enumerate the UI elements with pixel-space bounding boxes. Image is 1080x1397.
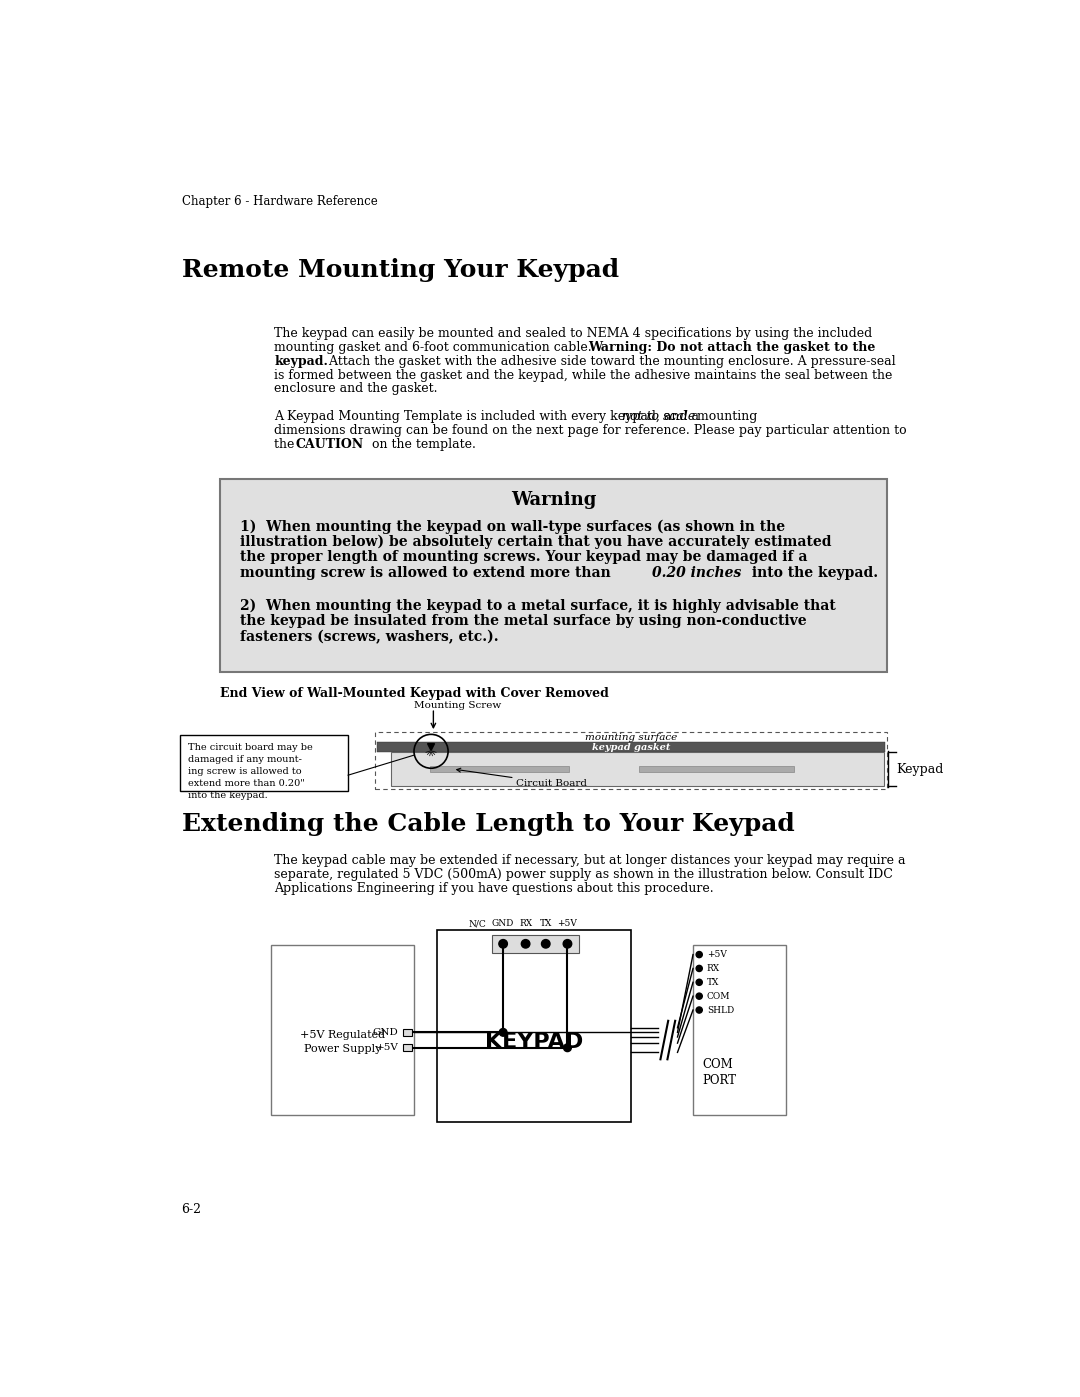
Text: mounting gasket and 6-foot communication cable.: mounting gasket and 6-foot communication… <box>274 341 596 353</box>
Circle shape <box>499 1028 507 1037</box>
Circle shape <box>697 965 702 971</box>
Text: Applications Engineering if you have questions about this procedure.: Applications Engineering if you have que… <box>274 882 714 895</box>
Circle shape <box>697 979 702 985</box>
Bar <box>693 946 786 1115</box>
Text: Attach the gasket with the adhesive side toward the mounting enclosure. A pressu: Attach the gasket with the adhesive side… <box>321 355 895 367</box>
Circle shape <box>499 940 508 949</box>
Circle shape <box>499 937 508 947</box>
Text: separate, regulated 5 VDC (500mA) power supply as shown in the illustration belo: separate, regulated 5 VDC (500mA) power … <box>274 869 893 882</box>
Text: GND: GND <box>373 1028 399 1037</box>
Text: on the template.: on the template. <box>367 437 475 451</box>
Bar <box>437 930 631 1122</box>
Circle shape <box>563 937 571 947</box>
Text: The keypad can easily be mounted and sealed to NEMA 4 specifications by using th: The keypad can easily be mounted and sea… <box>274 327 873 339</box>
Bar <box>391 752 883 787</box>
Text: mounting surface: mounting surface <box>585 733 677 742</box>
Text: The keypad cable may be extended if necessary, but at longer distances your keyp: The keypad cable may be extended if nece… <box>274 855 906 868</box>
Text: not to scale: not to scale <box>622 411 694 423</box>
Bar <box>638 767 794 771</box>
Text: keypad.: keypad. <box>274 355 328 367</box>
Text: illustration below) be absolutely certain that you have accurately estimated: illustration below) be absolutely certai… <box>240 535 832 549</box>
Bar <box>375 732 887 789</box>
Text: enclosure and the gasket.: enclosure and the gasket. <box>274 383 438 395</box>
Text: the: the <box>274 437 299 451</box>
Text: +5V: +5V <box>557 919 578 929</box>
Bar <box>271 946 414 1115</box>
Circle shape <box>522 940 530 949</box>
Bar <box>403 1028 413 1035</box>
Text: Extending the Cable Length to Your Keypad: Extending the Cable Length to Your Keypa… <box>181 812 794 837</box>
Text: COM
PORT: COM PORT <box>702 1058 737 1087</box>
Text: keypad gasket: keypad gasket <box>592 743 671 752</box>
Circle shape <box>541 940 550 949</box>
Text: is formed between the gasket and the keypad, while the adhesive maintains the se: is formed between the gasket and the key… <box>274 369 893 381</box>
Text: SHLD: SHLD <box>707 1006 734 1014</box>
Text: mounting screw is allowed to extend more than: mounting screw is allowed to extend more… <box>240 566 616 580</box>
Text: Mounting Screw: Mounting Screw <box>414 701 501 710</box>
Text: Warning: Do not attach the gasket to the: Warning: Do not attach the gasket to the <box>589 341 876 353</box>
Text: CAUTION: CAUTION <box>296 437 364 451</box>
Bar <box>491 935 579 953</box>
Circle shape <box>563 940 571 949</box>
Text: Remote Mounting Your Keypad: Remote Mounting Your Keypad <box>181 257 619 282</box>
Text: A Keypad Mounting Template is included with every keypad, and a: A Keypad Mounting Template is included w… <box>274 411 703 423</box>
Text: Keypad: Keypad <box>896 763 944 775</box>
Bar <box>430 767 569 771</box>
Text: KEYPAD: KEYPAD <box>485 1031 583 1052</box>
Text: End View of Wall-Mounted Keypad with Cover Removed: End View of Wall-Mounted Keypad with Cov… <box>220 687 609 700</box>
Bar <box>180 735 348 791</box>
Text: COM: COM <box>707 992 730 1000</box>
Text: RX: RX <box>707 964 720 972</box>
Text: The circuit board may be
damaged if any mount-
ing screw is allowed to
extend mo: The circuit board may be damaged if any … <box>188 743 312 800</box>
Text: 0.20 inches: 0.20 inches <box>652 566 741 580</box>
Circle shape <box>541 937 550 947</box>
Text: Chapter 6 - Hardware Reference: Chapter 6 - Hardware Reference <box>181 194 377 208</box>
Circle shape <box>564 1044 571 1052</box>
Text: TX: TX <box>540 919 552 929</box>
Text: GND: GND <box>491 919 514 929</box>
Circle shape <box>697 993 702 999</box>
Text: 1)  When mounting the keypad on wall-type surfaces (as shown in the: 1) When mounting the keypad on wall-type… <box>240 520 785 534</box>
Text: into the keypad.: into the keypad. <box>747 566 878 580</box>
Circle shape <box>697 951 702 958</box>
Bar <box>403 1045 413 1051</box>
Text: N/C: N/C <box>469 919 486 929</box>
Text: TX: TX <box>707 978 719 986</box>
Text: fasteners (screws, washers, etc.).: fasteners (screws, washers, etc.). <box>240 630 498 644</box>
Text: the proper length of mounting screws. Your keypad may be damaged if a: the proper length of mounting screws. Yo… <box>240 550 807 564</box>
Circle shape <box>522 937 530 947</box>
Text: 6-2: 6-2 <box>181 1203 202 1217</box>
Text: RX: RX <box>519 919 532 929</box>
Text: Circuit Board: Circuit Board <box>516 778 588 788</box>
Text: 2)  When mounting the keypad to a metal surface, it is highly advisable that: 2) When mounting the keypad to a metal s… <box>240 599 835 613</box>
Bar <box>220 479 887 672</box>
Text: +5V: +5V <box>707 950 727 960</box>
Text: +5V Regulated
Power Supply: +5V Regulated Power Supply <box>300 1030 384 1053</box>
Text: mounting: mounting <box>693 411 757 423</box>
Text: the keypad be insulated from the metal surface by using non-conductive: the keypad be insulated from the metal s… <box>240 615 807 629</box>
Polygon shape <box>428 743 434 750</box>
Text: +5V: +5V <box>376 1044 399 1052</box>
Bar <box>377 742 886 752</box>
Circle shape <box>697 1007 702 1013</box>
Text: Warning: Warning <box>511 490 596 509</box>
Text: dimensions drawing can be found on the next page for reference. Please pay parti: dimensions drawing can be found on the n… <box>274 425 907 437</box>
